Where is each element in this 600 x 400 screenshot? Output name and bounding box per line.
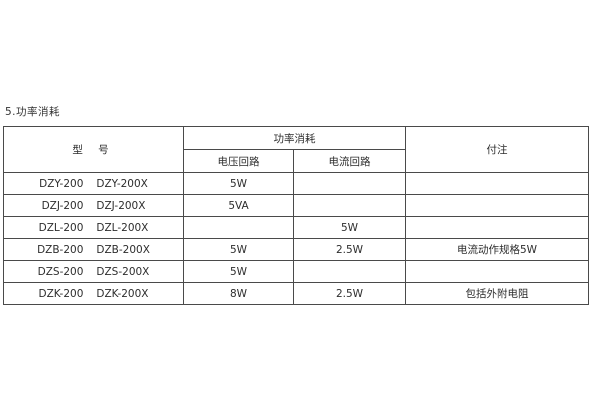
model-name: DZS-200X — [96, 265, 150, 278]
header-current-circuit: 电流回路 — [293, 149, 406, 173]
current-circuit-cell — [293, 172, 406, 195]
model-name: DZB-200X — [96, 243, 150, 256]
header-voltage-circuit: 电压回路 — [183, 149, 294, 173]
model-pair: DZK-200 DZK-200X — [5, 287, 183, 300]
table-row: DZJ-200 DZJ-200X 5VA — [3, 194, 589, 217]
model-name: DZY-200 — [39, 177, 84, 190]
model-cell: DZK-200 DZK-200X — [3, 282, 184, 305]
model-name: DZJ-200X — [96, 199, 146, 212]
notes-cell — [405, 194, 589, 217]
header-power-group: 功率消耗 — [183, 126, 406, 150]
current-circuit-cell: 2.5W — [293, 282, 406, 305]
current-circuit-cell: 2.5W — [293, 238, 406, 261]
model-name: DZJ-200 — [41, 199, 84, 212]
notes-cell — [405, 172, 589, 195]
current-circuit-cell: 5W — [293, 216, 406, 239]
model-name: DZK-200X — [96, 287, 149, 300]
table-body: DZY-200 DZY-200X 5W DZJ-200 DZJ-200X 5VA — [3, 172, 589, 305]
model-cell: DZJ-200 DZJ-200X — [3, 194, 184, 217]
notes-cell: 电流动作规格5W — [405, 238, 589, 261]
model-pair: DZB-200 DZB-200X — [5, 243, 183, 256]
model-pair: DZY-200 DZY-200X — [5, 177, 183, 190]
voltage-circuit-cell: 5W — [183, 238, 294, 261]
model-name: DZL-200X — [96, 221, 149, 234]
model-cell: DZB-200 DZB-200X — [3, 238, 184, 261]
table-row: DZB-200 DZB-200X 5W 2.5W 电流动作规格5W — [3, 238, 589, 261]
table-row: DZS-200 DZS-200X 5W — [3, 260, 589, 283]
model-cell: DZS-200 DZS-200X — [3, 260, 184, 283]
voltage-circuit-cell — [183, 216, 294, 239]
voltage-circuit-cell: 8W — [183, 282, 294, 305]
voltage-circuit-cell: 5VA — [183, 194, 294, 217]
model-name: DZB-200 — [37, 243, 84, 256]
table-header-row-2: 电压回路 电流回路 — [4, 149, 589, 173]
model-name: DZL-200 — [38, 221, 84, 234]
table-header: 型 号 功率消耗 付注 电压回路 电流回路 — [3, 126, 589, 173]
notes-cell: 包括外附电阻 — [405, 282, 589, 305]
table-row: DZK-200 DZK-200X 8W 2.5W 包括外附电阻 — [3, 282, 589, 305]
table-header-row-1: 型 号 功率消耗 付注 — [3, 126, 589, 173]
notes-cell — [405, 260, 589, 283]
model-pair: DZL-200 DZL-200X — [5, 221, 183, 234]
model-name: DZS-200 — [37, 265, 84, 278]
current-circuit-cell — [293, 260, 406, 283]
model-name: DZY-200X — [96, 177, 148, 190]
model-name: DZK-200 — [38, 287, 84, 300]
model-pair: DZS-200 DZS-200X — [5, 265, 183, 278]
power-consumption-table: 型 号 功率消耗 付注 电压回路 电流回路 DZY-200 DZY-200X 5… — [3, 126, 589, 305]
table-row: DZL-200 DZL-200X 5W — [3, 216, 589, 239]
table-row: DZY-200 DZY-200X 5W — [3, 172, 589, 195]
voltage-circuit-cell: 5W — [183, 260, 294, 283]
notes-cell — [405, 216, 589, 239]
header-notes: 付注 — [405, 126, 589, 173]
model-pair: DZJ-200 DZJ-200X — [5, 199, 183, 212]
model-cell: DZY-200 DZY-200X — [3, 172, 184, 195]
model-cell: DZL-200 DZL-200X — [3, 216, 184, 239]
header-model: 型 号 — [3, 126, 184, 173]
current-circuit-cell — [293, 194, 406, 217]
section-title: 5.功率消耗 — [5, 106, 61, 118]
voltage-circuit-cell: 5W — [183, 172, 294, 195]
